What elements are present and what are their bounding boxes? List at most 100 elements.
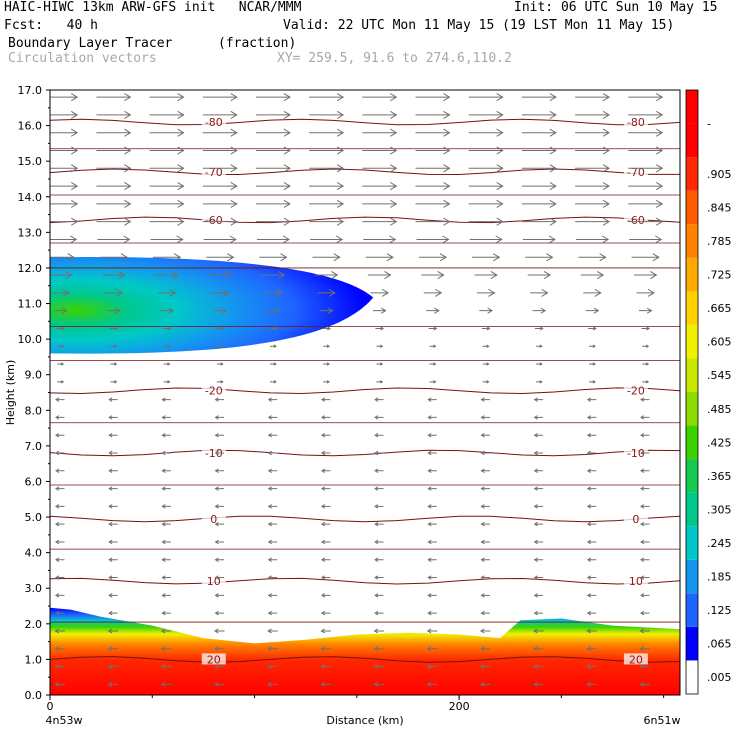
wind-vector [267, 539, 278, 545]
wind-vector [427, 504, 437, 509]
wind-vector [472, 253, 501, 262]
wind-vector [161, 593, 171, 598]
colorbar-label: .725 [707, 269, 732, 282]
wind-vector [628, 164, 664, 173]
wind-vector [362, 199, 398, 208]
wind-vector [642, 380, 650, 384]
wind-vector [269, 326, 278, 331]
wind-vector [586, 593, 597, 598]
wind-vector [586, 397, 597, 402]
colorbar-swatch [686, 392, 698, 426]
wind-vector [586, 468, 597, 474]
wind-vector [481, 326, 491, 331]
wind-vector [370, 288, 390, 297]
wind-vector [480, 450, 490, 456]
wind-vector [202, 164, 238, 173]
x-tick-label: 200 [449, 700, 470, 713]
colorbar-label: .845 [707, 201, 732, 214]
wind-vector [521, 164, 557, 173]
wind-vector [214, 468, 225, 474]
colorbar-swatch [686, 459, 698, 493]
wind-vector [108, 521, 118, 527]
contour-label-bg [623, 213, 648, 225]
wind-vector [320, 539, 331, 545]
wind-vector [55, 557, 65, 562]
wind-vector [365, 253, 394, 262]
contour-line [50, 168, 680, 176]
wind-vector [362, 217, 398, 226]
wind-vector [641, 326, 651, 331]
wind-vector [108, 610, 118, 616]
wind-vector [362, 110, 398, 119]
colorbar-label: .245 [707, 537, 732, 550]
wind-vector [161, 468, 171, 474]
wind-vector [267, 415, 278, 420]
wind-vector [214, 681, 225, 687]
wind-vector [309, 164, 345, 173]
overlay-name: Circulation vectors [8, 51, 157, 66]
wind-vector [267, 504, 278, 509]
wind-vector [533, 450, 544, 456]
wind-vector [628, 217, 664, 226]
wind-vector [267, 397, 278, 402]
wind-vector [56, 326, 66, 331]
wind-vector [429, 362, 437, 366]
wind-vector [636, 288, 655, 297]
wind-vector [110, 362, 118, 366]
wind-vector [534, 326, 544, 331]
wind-vector [468, 146, 504, 155]
colorbar-swatch [686, 492, 698, 527]
y-tick-label: 0.0 [25, 689, 43, 702]
wind-vector [320, 432, 331, 438]
wind-vector [374, 397, 384, 402]
wind-vector [533, 415, 544, 420]
colorbar-swatch [686, 660, 698, 694]
wind-vector [468, 128, 504, 137]
wind-vector [589, 380, 597, 384]
wind-vector [57, 362, 65, 366]
y-tick-label: 7.0 [25, 440, 43, 453]
wind-vector [468, 93, 504, 102]
wind-vector [421, 271, 445, 280]
wind-vector [50, 235, 78, 244]
wind-vector [206, 253, 235, 262]
wind-vector [373, 628, 385, 634]
wind-vector [585, 307, 600, 314]
wind-vector [427, 415, 437, 420]
contour-label-bg [201, 116, 226, 128]
wind-vector [269, 362, 277, 366]
wind-vector [373, 307, 387, 314]
contour-line [50, 449, 680, 457]
wind-vector [480, 539, 490, 545]
wind-vector [162, 326, 172, 331]
wind-vector [639, 681, 650, 687]
wind-vector [588, 326, 597, 331]
wind-vector [109, 326, 119, 331]
wind-vector [269, 380, 277, 384]
wind-vector [575, 182, 611, 191]
wind-vector [415, 182, 451, 191]
wind-vector [320, 504, 331, 509]
wind-vector [576, 235, 610, 244]
wind-vector [261, 271, 286, 280]
wind-vector [640, 557, 650, 562]
wind-vector [575, 217, 611, 226]
y-tick-label: 3.0 [25, 582, 43, 595]
wind-vector [374, 415, 384, 420]
wind-vector [429, 380, 437, 384]
wind-vector [427, 521, 437, 527]
wind-vector [640, 521, 650, 527]
wind-vector [309, 199, 345, 208]
wind-vector [108, 557, 118, 562]
wind-vector [468, 164, 504, 173]
wind-vector [575, 128, 611, 137]
wind-vector [255, 217, 291, 226]
wind-vector [208, 271, 232, 280]
y-tick-label: 17.0 [18, 84, 43, 97]
contour-line [50, 656, 680, 663]
wind-vector [427, 610, 437, 616]
wind-vector [533, 539, 544, 545]
contour-line [50, 387, 680, 395]
contour-label-bg [201, 512, 226, 524]
wind-vector [640, 415, 650, 420]
